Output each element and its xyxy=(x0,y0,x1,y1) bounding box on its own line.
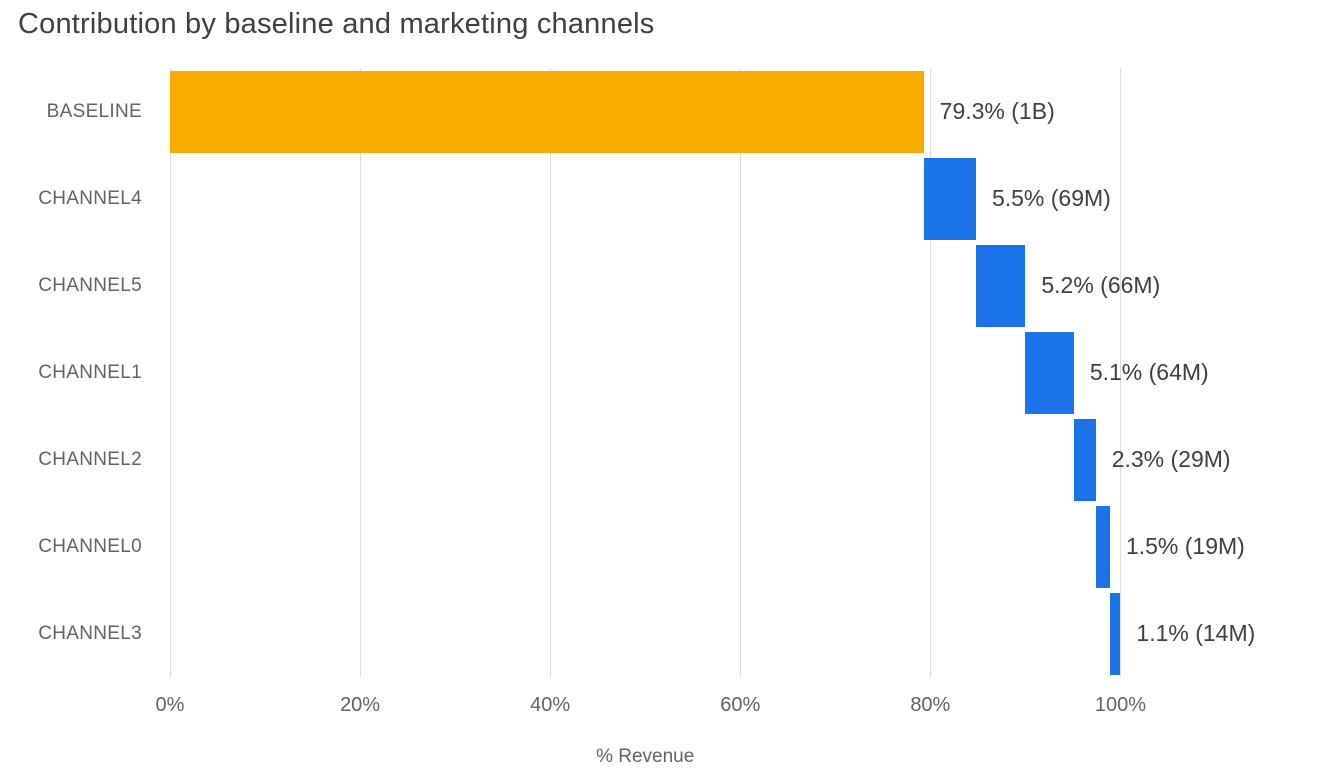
bar-channel0[interactable] xyxy=(1095,505,1110,588)
value-label-channel4: 5.5% (69M) xyxy=(991,185,1111,211)
category-label-channel5: CHANNEL5 xyxy=(38,274,142,296)
x-axis-title-track: % Revenue xyxy=(170,746,1320,772)
x-tick-label-0%: 0% xyxy=(155,694,185,716)
category-label-channel3: CHANNEL3 xyxy=(38,622,142,644)
chart-title: Contribution by baseline and marketing c… xyxy=(18,8,655,40)
bar-channel2[interactable] xyxy=(1073,418,1096,501)
bar-channel3[interactable] xyxy=(1109,592,1121,675)
gridline-20% xyxy=(360,68,362,677)
gridline-40% xyxy=(550,68,552,677)
gridline-0% xyxy=(170,68,171,677)
x-axis-title: % Revenue xyxy=(596,746,695,767)
x-tick-label-60%: 60% xyxy=(720,694,761,716)
x-tick-label-20%: 20% xyxy=(340,694,381,716)
category-label-channel0: CHANNEL0 xyxy=(38,535,142,557)
x-tick-label-100%: 100% xyxy=(1094,694,1146,716)
value-label-channel2: 2.3% (29M) xyxy=(1111,446,1231,472)
gridline-100% xyxy=(1120,68,1122,677)
category-label-channel2: CHANNEL2 xyxy=(38,448,142,470)
value-label-channel0: 1.5% (19M) xyxy=(1125,533,1245,559)
category-label-channel4: CHANNEL4 xyxy=(38,187,142,209)
y-axis-category-labels: BASELINE CHANNEL4 CHANNEL5 CHANNEL1 CHANNEL2… xyxy=(0,68,142,677)
value-label-channel1: 5.1% (64M) xyxy=(1089,359,1209,385)
gridline-80% xyxy=(930,68,932,677)
plot-area: 79.3% (1B) 5.5% (69M) 5.2% (66M) 5.1% (64M)… xyxy=(170,68,1320,677)
category-label-channel1: CHANNEL1 xyxy=(38,361,142,383)
bar-baseline[interactable] xyxy=(170,70,924,153)
x-tick-label-40%: 40% xyxy=(530,694,571,716)
bar-channel5[interactable] xyxy=(975,244,1026,327)
x-axis: 0% 20% 40% 60% 80% 100% xyxy=(156,694,1320,722)
bar-channel4[interactable] xyxy=(923,157,976,240)
value-label-baseline: 79.3% (1B) xyxy=(939,98,1055,124)
category-label-baseline: BASELINE xyxy=(46,100,142,122)
value-label-channel5: 5.2% (66M) xyxy=(1041,272,1161,298)
value-label-channel3: 1.1% (14M) xyxy=(1136,620,1256,646)
x-tick-label-80%: 80% xyxy=(910,694,951,716)
gridline-60% xyxy=(740,68,742,677)
bar-channel1[interactable] xyxy=(1025,331,1074,414)
